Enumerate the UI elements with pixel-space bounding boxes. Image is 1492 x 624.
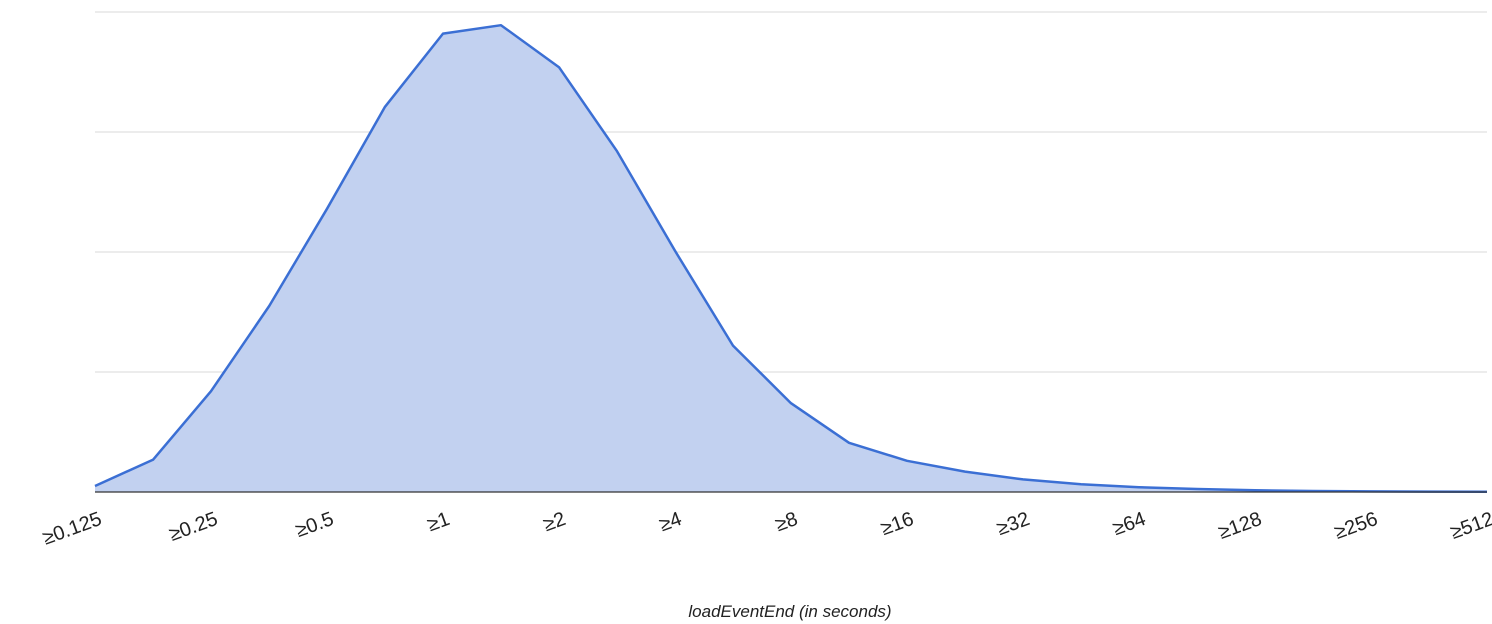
x-tick-label: ≥128 [1216,508,1265,544]
x-axis-title: loadEventEnd (in seconds) [688,602,891,621]
x-tick-label: ≥0.25 [166,508,220,546]
x-tick-labels: ≥0.125 ≥0.25 ≥0.5 ≥1 ≥2 ≥4 ≥8 ≥16 ≥32 ≥64 ≥128 ≥256… [40,508,1492,550]
x-tick-label: ≥1 [424,508,452,536]
x-tick-label: ≥512 [1448,508,1492,544]
area-fill [95,25,1487,492]
x-tick-label: ≥0.5 [293,508,337,542]
x-tick-label: ≥2 [540,508,568,536]
x-tick-label: ≥16 [878,508,917,540]
x-tick-label: ≥8 [772,508,800,536]
x-tick-label: ≥64 [1110,508,1149,540]
x-tick-label: ≥32 [994,508,1033,540]
x-tick-label: ≥0.125 [40,508,105,550]
series-line [94,23,1488,494]
x-tick-label: ≥4 [656,508,684,536]
x-tick-label: ≥256 [1332,508,1381,544]
